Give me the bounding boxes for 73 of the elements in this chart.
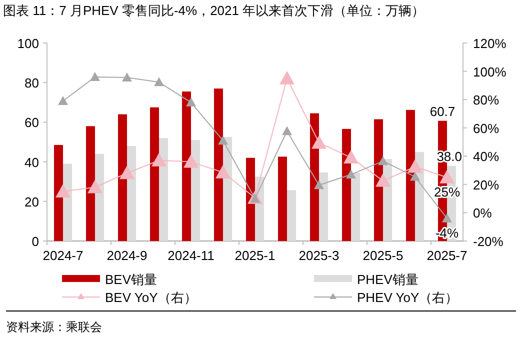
y-tick-label: 80 [24, 76, 39, 91]
x-tick-label: 2025-7 [426, 248, 468, 263]
point [90, 72, 100, 81]
bar [278, 156, 287, 241]
bar [182, 92, 191, 241]
legend-label: BEV YoY（右） [105, 290, 197, 305]
point [88, 180, 102, 194]
bar [287, 190, 296, 241]
point [216, 164, 230, 178]
y2-tick-label: 100% [473, 64, 507, 80]
bar [310, 113, 319, 241]
point [314, 180, 324, 190]
y2-tick-label: 60% [473, 120, 500, 136]
y2-tick-label: 40% [473, 149, 500, 164]
bar [95, 154, 104, 241]
point [152, 152, 166, 166]
point [408, 159, 422, 173]
bar [351, 172, 360, 241]
data-label: 60.7 [430, 104, 456, 119]
point [410, 172, 420, 181]
point [56, 184, 70, 198]
y-tick-label: 0 [32, 234, 39, 249]
y2-tick-label: 20% [473, 177, 500, 192]
y-tick-label: 20 [24, 194, 39, 210]
point [218, 136, 228, 145]
legend-label: BEV销量 [105, 272, 158, 287]
point [122, 72, 132, 82]
y-tick-label: 60 [24, 115, 39, 130]
point [58, 96, 68, 105]
point [186, 97, 196, 106]
bar [150, 107, 159, 241]
legend-label: PHEV销量 [357, 272, 418, 287]
y2-tick-label: 120% [473, 36, 507, 51]
point [376, 173, 390, 187]
y2-tick-label: 80% [473, 92, 500, 108]
bar [374, 119, 383, 241]
point [346, 170, 356, 179]
y-tick-label: 100 [17, 36, 39, 51]
x-tick-label: 2024-9 [106, 248, 148, 263]
point [282, 126, 292, 136]
x-tick-label: 2025-3 [298, 248, 340, 263]
x-tick-label: 2024-11 [168, 248, 214, 263]
point [184, 154, 198, 168]
x-tick-label: 2025-5 [362, 248, 404, 263]
legend-label: PHEV YoY（右） [357, 290, 458, 305]
chart-title: 图表 11：7 月PHEV 零售同比-4%，2021 年以来首次下滑（单位：万辆） [3, 3, 425, 18]
text: 资料来源：乘联会 [6, 320, 102, 334]
bar [127, 146, 136, 241]
bar [246, 158, 255, 241]
bar [54, 144, 63, 241]
y-tick-label: 40 [24, 154, 39, 170]
bar [214, 88, 223, 241]
point [442, 213, 452, 222]
point [154, 77, 164, 86]
y2-tick-label: -20% [473, 234, 504, 249]
point [280, 70, 294, 84]
bar [223, 137, 232, 241]
point [120, 166, 134, 180]
bar [63, 164, 72, 241]
bar [342, 128, 351, 241]
bar [118, 114, 127, 241]
point [312, 135, 326, 149]
y2-tick-label: 0% [473, 206, 492, 221]
bar [159, 138, 168, 241]
bar [191, 140, 200, 241]
x-tick-label: 2025-1 [234, 248, 276, 263]
bar [406, 110, 415, 241]
point [440, 170, 454, 184]
point [378, 156, 388, 166]
bar [86, 126, 95, 241]
bar [319, 172, 328, 241]
x-tick-label: 2024-7 [42, 248, 84, 263]
point [344, 150, 358, 164]
